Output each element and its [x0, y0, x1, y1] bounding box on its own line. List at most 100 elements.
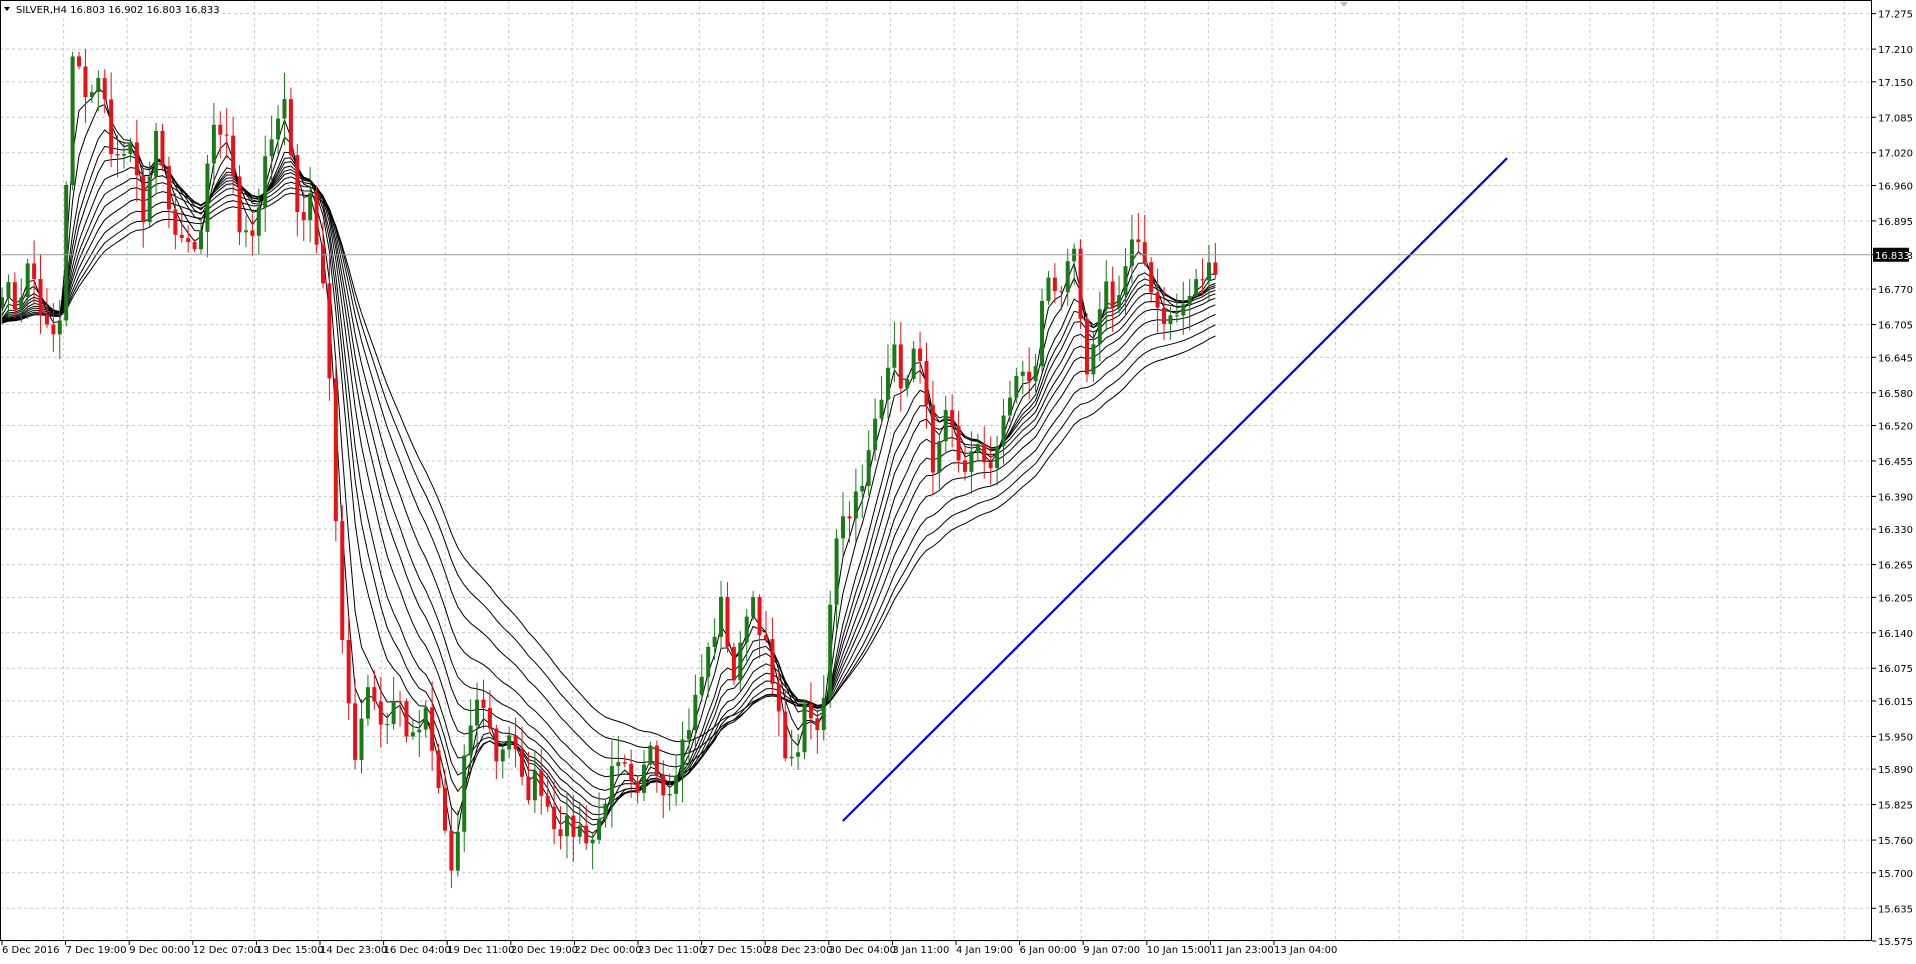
candle-body — [179, 234, 184, 239]
candle-body — [789, 756, 794, 759]
candle-body — [64, 185, 69, 321]
candle-body — [353, 703, 358, 760]
candle-body — [96, 78, 101, 93]
candle-body — [751, 596, 756, 617]
candle-body — [1059, 291, 1064, 293]
candle-body — [25, 263, 30, 298]
candle-body — [391, 701, 396, 725]
candle-body — [44, 314, 49, 325]
candle-body — [442, 788, 447, 831]
candle-body — [1110, 281, 1115, 308]
candle-body — [147, 176, 152, 223]
candle-body — [924, 360, 929, 405]
x-tick-label: 9 Dec 00:00 — [129, 945, 190, 956]
candle-body — [494, 728, 499, 762]
x-tick-label: 6 Dec 2016 — [2, 945, 60, 956]
candle-body — [590, 839, 595, 844]
candle-body — [199, 231, 204, 250]
candle-body — [629, 763, 634, 782]
y-tick-label: 15.700 — [1878, 869, 1913, 880]
x-tick-label: 13 Dec 15:00 — [256, 945, 323, 956]
candle-body — [32, 263, 37, 279]
candle-body — [731, 646, 736, 681]
candle-body — [545, 795, 550, 807]
candle-body — [1117, 295, 1122, 308]
candle-body — [295, 155, 300, 213]
y-tick-label: 15.575 — [1878, 937, 1913, 948]
candle-body — [995, 446, 1000, 469]
candle-body — [905, 378, 910, 389]
candle-body — [314, 193, 319, 245]
moving-average-line — [1, 165, 1216, 808]
candle-body — [321, 244, 325, 284]
candle-body — [468, 725, 473, 756]
x-tick-label: 13 Jan 04:00 — [1274, 945, 1337, 956]
candle-body — [83, 66, 88, 98]
candle-body — [982, 444, 987, 463]
triangle-down-icon[interactable] — [4, 7, 10, 11]
candle-body — [186, 238, 191, 243]
candle-body — [128, 142, 133, 154]
candle-body — [301, 212, 306, 221]
candle-body — [1123, 266, 1128, 296]
candle-body — [430, 707, 435, 751]
candle-body — [520, 749, 525, 777]
candle-body — [1174, 315, 1179, 317]
y-tick-label: 15.760 — [1878, 836, 1913, 847]
candle-body — [1078, 248, 1083, 319]
candle-body — [1162, 307, 1167, 324]
candle-body — [333, 378, 338, 522]
candle-body — [821, 697, 826, 731]
candle-body — [661, 774, 666, 796]
candle-body — [860, 485, 865, 492]
x-tick-label: 23 Dec 11:00 — [638, 945, 705, 956]
candle-body — [847, 516, 852, 519]
y-tick-label: 17.275 — [1878, 10, 1913, 21]
y-tick-label: 16.330 — [1878, 525, 1913, 536]
trendline[interactable] — [842, 157, 1508, 822]
candle-body — [475, 699, 480, 726]
candle-body — [102, 78, 107, 100]
candle-body — [1014, 375, 1019, 398]
candle-body — [166, 166, 171, 210]
candle-body — [1194, 279, 1199, 296]
candle-body — [1020, 371, 1025, 376]
candle-body — [1065, 261, 1070, 293]
current-price-tag: 16.833 — [1873, 247, 1910, 262]
y-tick-label: 17.210 — [1878, 45, 1913, 56]
candle-body — [956, 426, 961, 461]
candle-body — [744, 616, 749, 643]
candle-body — [1001, 415, 1006, 447]
candle-body — [609, 766, 614, 804]
y-tick-label: 16.705 — [1878, 321, 1913, 332]
candle-body — [1046, 277, 1051, 301]
candle-body — [1155, 292, 1160, 308]
candle-body — [70, 56, 75, 186]
time-axis[interactable]: 6 Dec 2016 7 Dec 19:00 9 Dec 00:00 12 Dec 0… — [1, 941, 1337, 956]
candle-body — [378, 701, 383, 725]
y-tick-label: 15.635 — [1878, 904, 1913, 915]
candle-body — [898, 344, 903, 389]
plot-frame — [0, 0, 1872, 941]
candle-body — [513, 735, 518, 750]
candle-body — [0, 297, 4, 309]
candle-body — [808, 703, 813, 719]
candle-body — [1142, 242, 1147, 263]
candle-body — [1097, 309, 1102, 345]
candle-body — [937, 441, 942, 473]
candle-body — [885, 367, 890, 400]
y-tick-label: 16.205 — [1878, 593, 1913, 604]
candle-body — [943, 410, 948, 442]
candle-body — [577, 825, 582, 837]
x-tick-label: 10 Jan 15:00 — [1147, 945, 1210, 956]
candle-body — [256, 207, 261, 236]
candle-body — [263, 156, 268, 208]
candle-body — [597, 818, 602, 840]
candle-body — [250, 230, 255, 236]
candle-body — [141, 175, 146, 223]
candle-body — [564, 815, 569, 837]
x-tick-label: 19 Dec 11:00 — [447, 945, 514, 956]
candle-body — [866, 450, 871, 486]
price-axis[interactable]: 17.275 17.210 17.150 17.085 17.020 16.960 16.8… — [1872, 10, 1913, 948]
